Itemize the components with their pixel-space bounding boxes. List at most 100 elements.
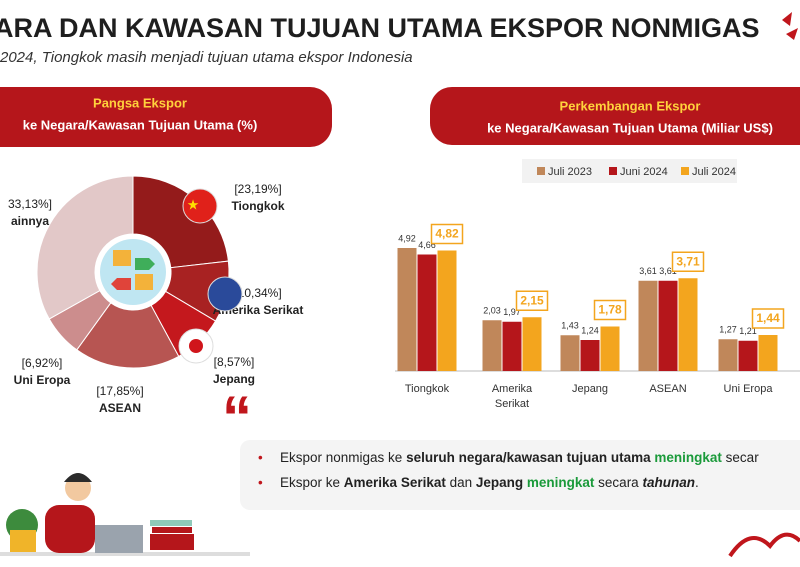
legend-label: Juli 2023	[548, 166, 592, 178]
slice-value-label: [6,92%]	[22, 356, 63, 370]
illustration	[0, 473, 250, 556]
bar	[580, 340, 600, 371]
x-tick-label: Jepang	[572, 383, 608, 395]
bar-header	[430, 87, 800, 145]
note: Ekspor nonmigas ke seluruh negara/kawasa…	[258, 450, 800, 465]
bar	[718, 339, 738, 371]
slice-value-label: [10,34%]	[234, 286, 281, 300]
bar-value-label: 1,27	[719, 325, 737, 335]
value-label-box	[671, 251, 705, 272]
slide-title: ARA DAN KAWASAN TUJUAN UTAMA EKSPOR NONM…	[0, 13, 760, 43]
note-text: meningkat	[526, 475, 595, 490]
bar-value-label: 1,97	[503, 307, 521, 317]
note-text: tahunan	[642, 475, 695, 490]
slice-label: Uni Eropa	[14, 373, 71, 387]
slice-value-label: [8,57%]	[214, 355, 255, 369]
note-text: secara	[594, 475, 643, 490]
bar-value-label: 2,03	[483, 306, 501, 316]
slide-subtitle: 2024, Tiongkok masih menjadi tujuan utam…	[0, 49, 413, 66]
legend-swatch	[537, 167, 545, 175]
x-tick-label: Tiongkok	[405, 383, 450, 395]
pie-title: Pangsa Ekspor	[93, 95, 187, 110]
note-text: dan	[445, 475, 476, 490]
note-text: Ekspor nonmigas ke	[280, 450, 407, 465]
x-tick-label: Uni Eropa	[724, 383, 774, 395]
pie-slice	[132, 175, 229, 269]
slice-label: Tiongkok	[231, 199, 284, 213]
note-text: Amerika Serikat	[343, 475, 446, 490]
bar	[638, 280, 658, 371]
slice-value-label: [23,19%]	[234, 182, 281, 196]
value-label-box	[515, 290, 549, 311]
bar	[758, 335, 778, 371]
pie-subtitle: ke Negara/Kawasan Tujuan Utama (%)	[23, 117, 258, 132]
value-label-box	[751, 308, 785, 329]
slice-value-label: 33,13%]	[8, 197, 52, 211]
bar	[522, 317, 542, 371]
note-text: meningkat	[654, 450, 722, 465]
bar	[658, 280, 678, 371]
bar-value-label: 1,43	[561, 321, 579, 331]
bar-value-label: 3,71	[676, 254, 700, 268]
x-tick-label: Amerika Serikat	[492, 383, 533, 410]
center-icon	[135, 258, 155, 270]
slice-label: ASEAN	[99, 401, 141, 415]
legend-swatch	[609, 167, 617, 175]
pie-slice	[36, 175, 134, 320]
note-text: secar	[721, 450, 759, 465]
bar	[600, 326, 620, 371]
bar-value-label: 1,44	[756, 311, 780, 325]
bar-title: Perkembangan Ekspor	[560, 98, 701, 113]
pie-slice	[76, 302, 180, 369]
flag-icon	[207, 276, 243, 312]
notes-box: Ekspor nonmigas ke seluruh negara/kawasa…	[240, 440, 800, 510]
note-text: .	[694, 475, 699, 490]
center-icon	[135, 274, 153, 290]
ornament	[728, 532, 800, 558]
flag-icon	[189, 339, 203, 353]
bar-value-label: 4,66	[418, 240, 436, 250]
x-tick-label-line: Amerika	[492, 383, 533, 395]
bar	[502, 321, 522, 371]
bar	[560, 335, 580, 371]
center-icon	[111, 278, 131, 290]
x-tick-label: ASEAN	[649, 383, 686, 395]
bar-value-label: 1,24	[581, 325, 599, 335]
quote-mark: “	[222, 384, 252, 451]
slice-label: Jepang	[213, 372, 255, 386]
bar-value-label: 1,21	[739, 326, 757, 336]
note-text: seluruh negara/kawasan tujuan utama	[406, 450, 651, 465]
x-tick-label-line: Serikat	[495, 398, 529, 410]
flag-icon	[182, 188, 218, 224]
legend-box	[522, 159, 737, 183]
bar	[482, 320, 502, 371]
bar	[437, 250, 457, 371]
bar	[678, 278, 698, 371]
pie-header	[0, 87, 332, 147]
bar-value-label: 4,92	[398, 233, 416, 243]
bar	[417, 254, 437, 371]
center-icon	[100, 239, 166, 305]
slice-value-label: [17,85%]	[96, 384, 143, 398]
bar-value-label: 2,15	[520, 293, 544, 307]
logo	[782, 12, 798, 40]
center-icon	[113, 250, 131, 266]
bar-subtitle: ke Negara/Kawasan Tujuan Utama (Miliar U…	[487, 120, 773, 135]
bar-value-label: 4,82	[435, 227, 459, 241]
value-label-box	[430, 223, 464, 245]
bar	[738, 340, 758, 371]
bar-value-label: 1,78	[598, 303, 622, 317]
flag-icon: ★	[187, 197, 200, 213]
legend-swatch	[681, 167, 689, 175]
legend-label: Juli 2024	[692, 166, 736, 178]
slice-label: ainnya	[11, 214, 49, 228]
bar-value-label: 3,61	[659, 266, 677, 276]
bar	[397, 248, 417, 371]
note-text: Ekspor ke	[280, 475, 344, 490]
bar-value-label: 3,61	[639, 266, 657, 276]
value-label-box	[593, 299, 627, 321]
legend-label: Juni 2024	[620, 166, 668, 178]
note-text: Jepang	[475, 475, 524, 490]
